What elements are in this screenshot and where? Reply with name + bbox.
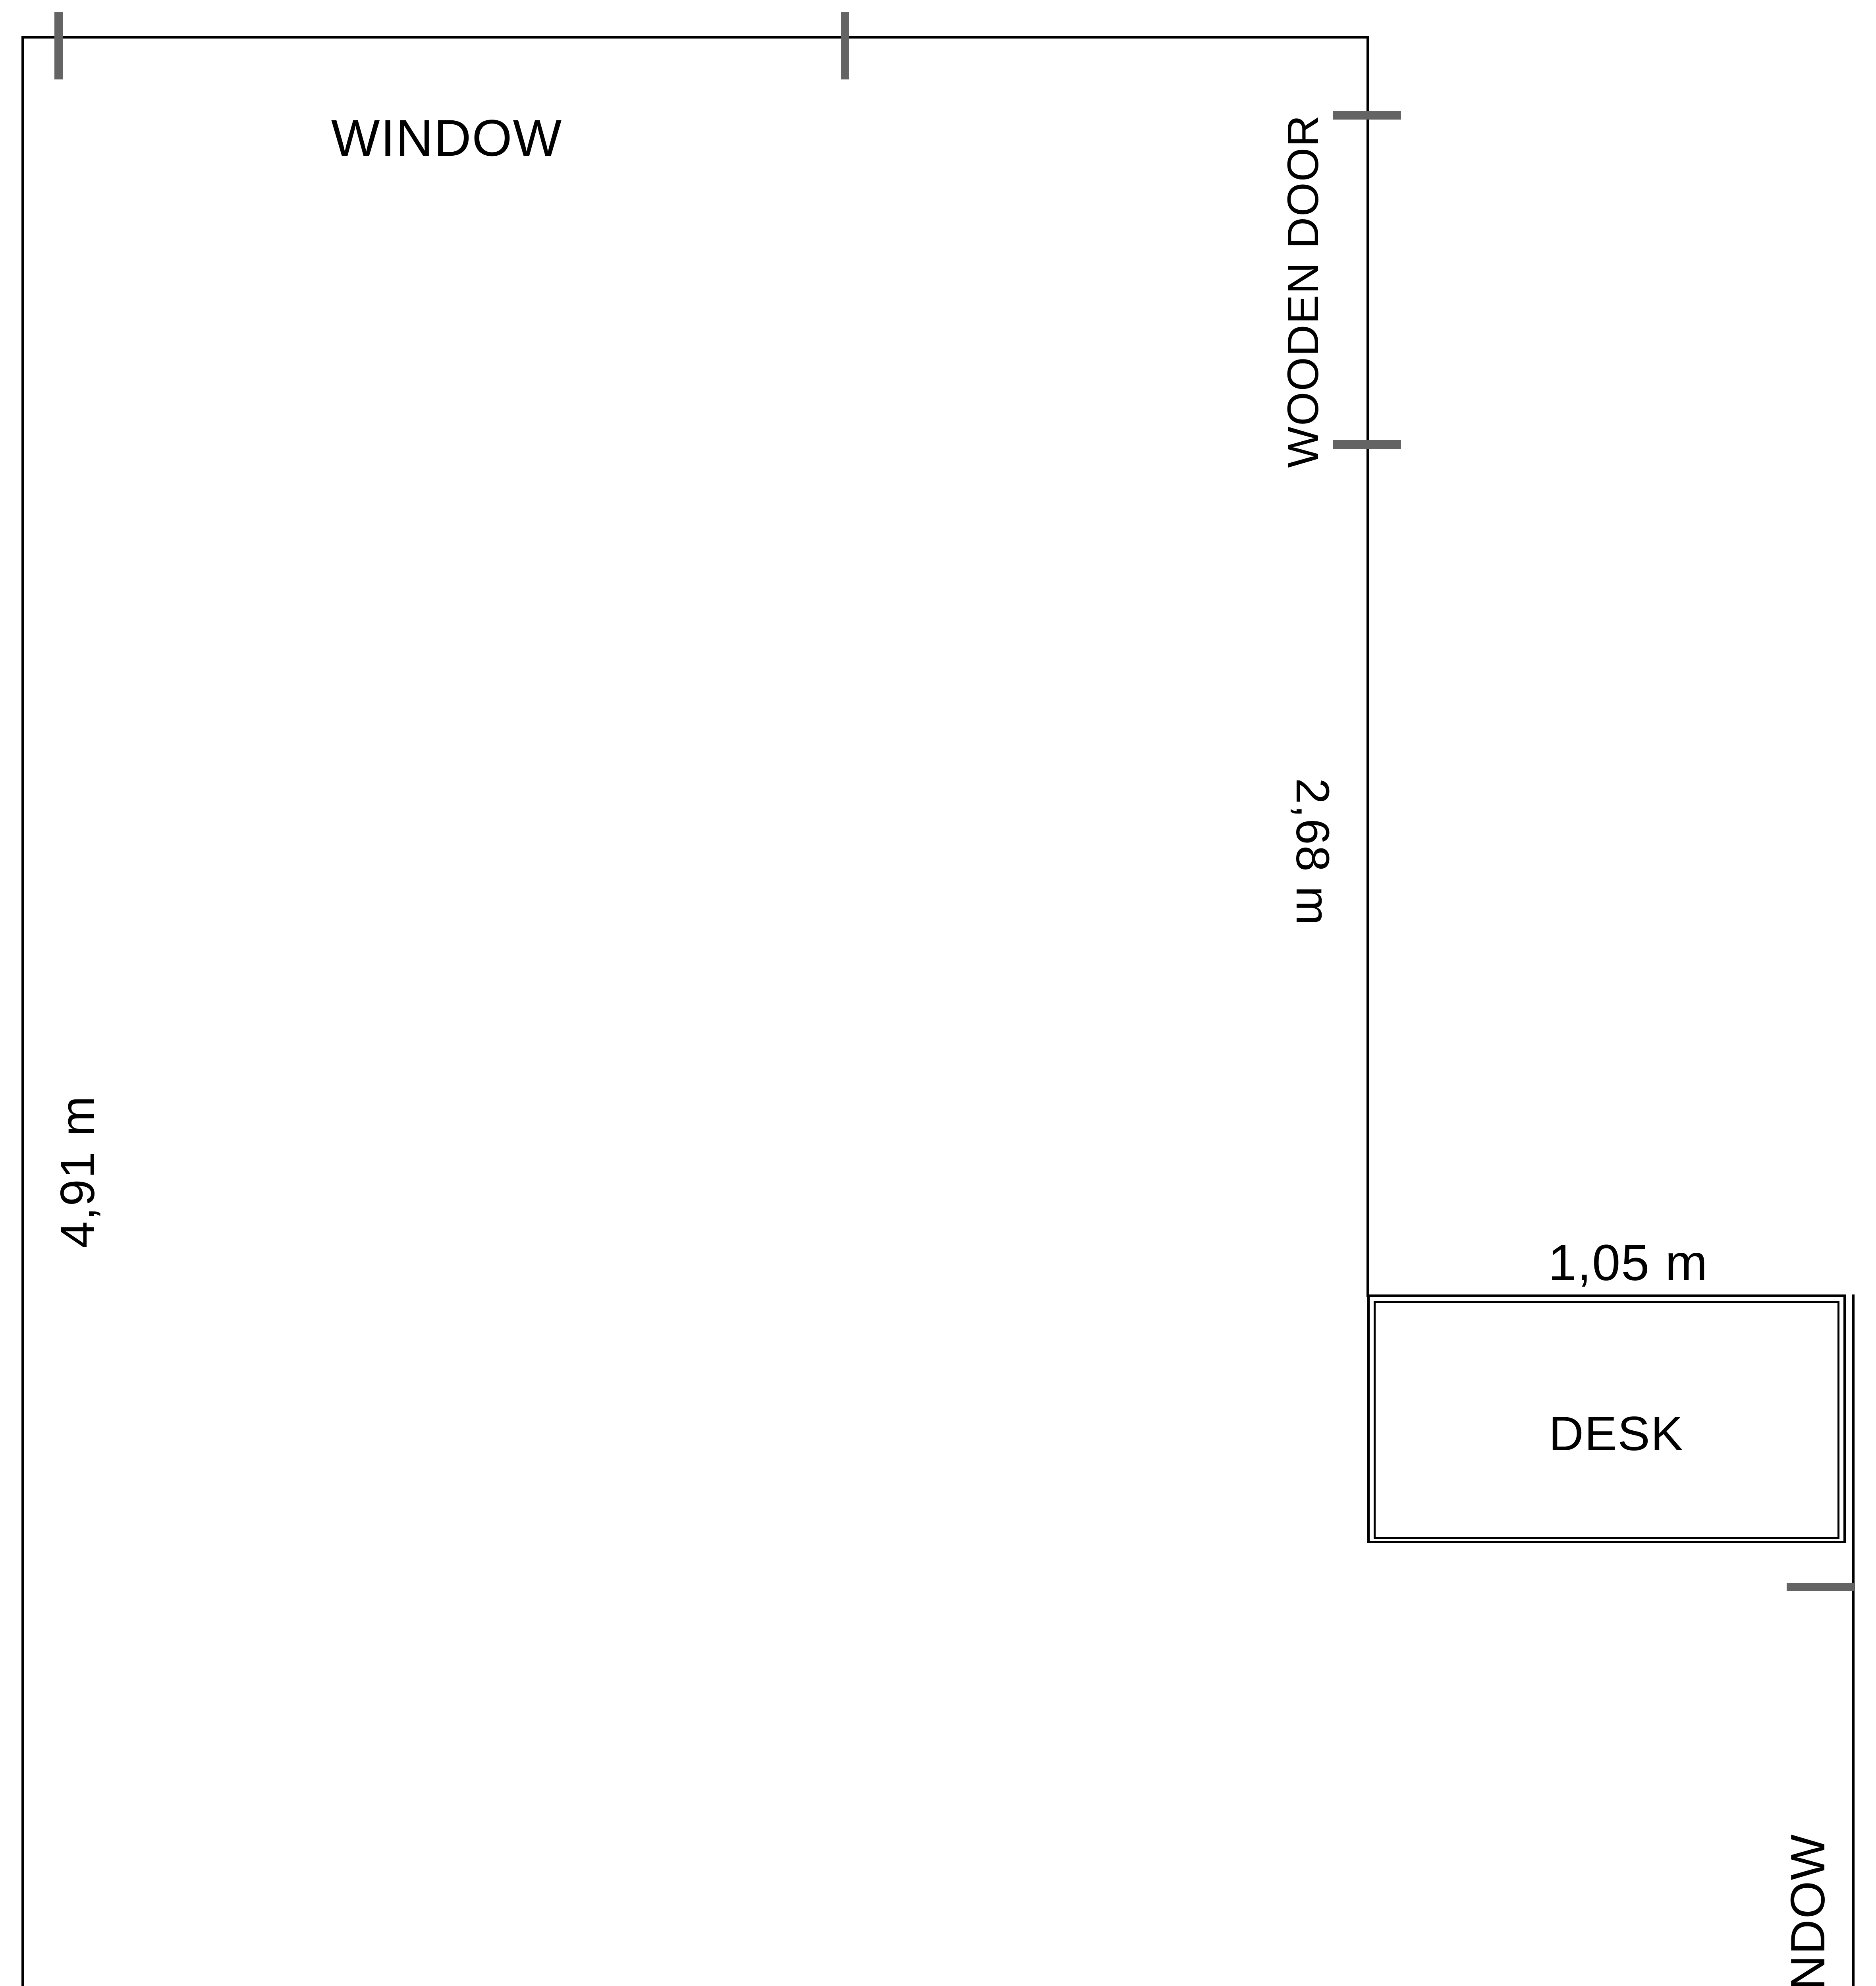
window-top-label: WINDOW — [331, 109, 563, 167]
desk-label: DESK — [1548, 1406, 1684, 1461]
wall-right-upper — [1366, 36, 1369, 1297]
wall-left — [21, 36, 24, 1986]
window-top-tick-left — [54, 12, 63, 79]
desk-outline-outer — [1367, 1294, 1846, 1543]
door-tick-bottom — [1333, 440, 1401, 449]
wall-top — [21, 36, 1369, 39]
desk-outline-inner — [1374, 1301, 1839, 1539]
window-right-tick-top — [1787, 1583, 1854, 1591]
dimension-left-wall: 4,91 m — [50, 1095, 104, 1248]
window-right-label: WINDOW — [1781, 1833, 1835, 1986]
dimension-desk-width: 1,05 m — [1548, 1234, 1708, 1291]
door-tick-top — [1333, 111, 1401, 120]
wooden-door-label: WOODEN DOOR — [1279, 114, 1328, 468]
dimension-door-wall: 2,68 m — [1286, 778, 1339, 926]
window-top-tick-right — [841, 12, 849, 79]
wall-right-lower — [1852, 1294, 1855, 1986]
